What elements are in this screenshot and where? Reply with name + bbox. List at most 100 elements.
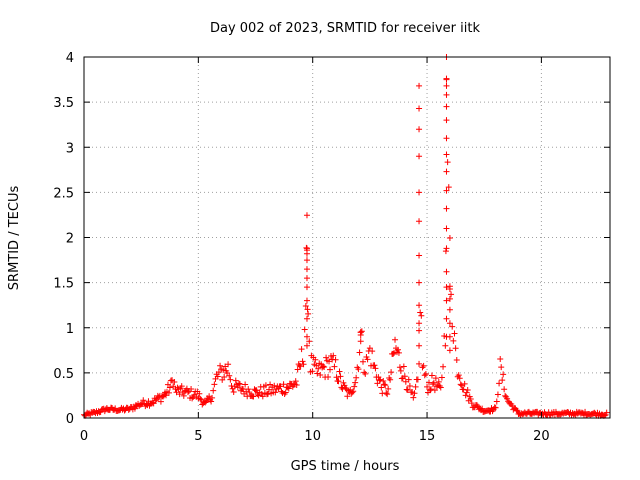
data-point (442, 342, 449, 349)
data-point (331, 363, 338, 370)
data-point (330, 352, 337, 359)
data-point (336, 368, 343, 375)
data-point (303, 297, 310, 304)
data-point (429, 381, 436, 388)
data-point (440, 363, 447, 370)
data-point (437, 384, 444, 391)
data-point (335, 378, 342, 385)
data-point (167, 377, 174, 384)
data-point (380, 378, 387, 385)
y-tick-label: 1 (66, 322, 74, 337)
data-point (424, 383, 431, 390)
data-point (369, 348, 376, 355)
data-point (446, 306, 453, 313)
data-point (412, 383, 419, 390)
data-point (446, 320, 453, 327)
data-point (278, 388, 285, 395)
data-point (443, 82, 450, 89)
data-point (410, 394, 417, 401)
data-point (416, 82, 423, 89)
y-tick-label: 0 (66, 412, 74, 427)
data-point (504, 395, 511, 402)
data-point (467, 396, 474, 403)
data-point (208, 398, 215, 405)
data-point (496, 380, 503, 387)
x-tick-label: 20 (533, 429, 550, 444)
data-point (404, 386, 411, 393)
data-point (299, 358, 306, 365)
data-point (416, 327, 423, 334)
data-point (282, 389, 289, 396)
data-point (435, 378, 442, 385)
data-point (414, 376, 421, 383)
data-point (432, 375, 439, 382)
data-point (443, 225, 450, 232)
data-point (416, 360, 423, 367)
data-point (356, 349, 363, 356)
data-point (165, 389, 172, 396)
data-point (353, 374, 360, 381)
data-point (285, 385, 292, 392)
data-point (383, 390, 390, 397)
x-axis-label: GPS time / hours (291, 459, 400, 474)
y-tick-label: 3.5 (53, 96, 74, 111)
x-tick-label: 10 (304, 429, 321, 444)
data-point (453, 356, 460, 363)
data-point (456, 375, 463, 382)
data-point (462, 392, 469, 399)
data-point (235, 380, 242, 387)
data-point (419, 364, 426, 371)
x-tick-label: 5 (194, 429, 202, 444)
data-point (446, 235, 453, 242)
data-point (196, 390, 203, 397)
data-point (582, 408, 589, 415)
data-point (388, 369, 395, 376)
data-point (443, 284, 450, 291)
data-point (357, 338, 364, 345)
data-point (443, 297, 450, 304)
data-point (364, 356, 371, 363)
data-point (320, 363, 327, 370)
data-point (242, 381, 249, 388)
data-point (387, 376, 394, 383)
data-point (315, 365, 322, 372)
y-tick-label: 2.5 (53, 186, 74, 201)
data-point (445, 184, 452, 191)
data-point (468, 400, 475, 407)
data-point (173, 389, 180, 396)
data-point (302, 303, 309, 310)
data-point (499, 377, 506, 384)
data-point (202, 399, 209, 406)
data-point (304, 306, 311, 313)
data-point (303, 342, 310, 349)
data-point (303, 257, 310, 264)
data-point (411, 390, 418, 397)
data-point (498, 364, 505, 371)
data-point (396, 364, 403, 371)
chart-title: Day 002 of 2023, SRMTID for receiver iit… (210, 21, 480, 36)
data-point (236, 381, 243, 388)
data-point (350, 388, 357, 395)
data-point (451, 330, 458, 337)
data-point (227, 376, 234, 383)
data-point (385, 385, 392, 392)
x-tick-labels: 0 5 10 15 20 (80, 429, 550, 444)
data-point (430, 379, 437, 386)
data-point (446, 347, 453, 354)
data-point (372, 365, 379, 372)
data-point (301, 326, 308, 333)
data-point (325, 373, 332, 380)
data-point (384, 391, 391, 398)
data-point (294, 366, 301, 373)
data-point (303, 212, 310, 219)
data-point (210, 387, 217, 394)
data-point (180, 392, 187, 399)
data-point (349, 389, 356, 396)
data-point (438, 374, 445, 381)
data-point (443, 205, 450, 212)
data-point (293, 381, 300, 388)
data-point (226, 372, 233, 379)
data-point (381, 381, 388, 388)
data-point (460, 386, 467, 393)
data-point (427, 386, 434, 393)
